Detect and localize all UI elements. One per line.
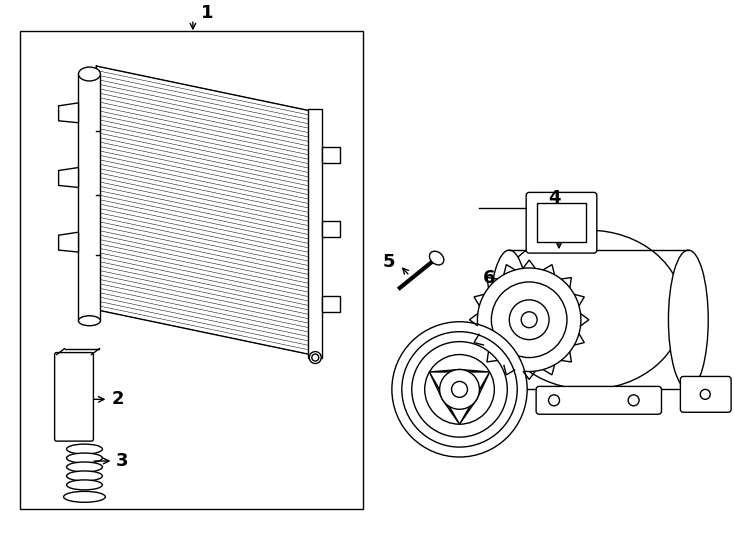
Polygon shape bbox=[322, 147, 340, 163]
Polygon shape bbox=[322, 221, 340, 237]
Polygon shape bbox=[429, 369, 490, 372]
Ellipse shape bbox=[425, 355, 494, 424]
Text: 4: 4 bbox=[548, 190, 560, 207]
FancyBboxPatch shape bbox=[526, 192, 597, 253]
Ellipse shape bbox=[64, 491, 106, 502]
FancyBboxPatch shape bbox=[54, 353, 93, 441]
Text: 1: 1 bbox=[201, 4, 214, 22]
Ellipse shape bbox=[521, 312, 537, 328]
FancyBboxPatch shape bbox=[536, 387, 661, 414]
Bar bbox=[308, 109, 322, 357]
Ellipse shape bbox=[392, 322, 527, 457]
Ellipse shape bbox=[67, 480, 102, 490]
Polygon shape bbox=[59, 103, 79, 123]
Ellipse shape bbox=[67, 453, 102, 463]
Ellipse shape bbox=[67, 444, 102, 454]
Ellipse shape bbox=[401, 332, 517, 447]
Ellipse shape bbox=[312, 354, 319, 361]
Ellipse shape bbox=[491, 282, 567, 357]
Ellipse shape bbox=[440, 369, 479, 409]
Ellipse shape bbox=[79, 316, 101, 326]
Polygon shape bbox=[459, 372, 490, 424]
Bar bbox=[537, 204, 586, 242]
Text: 5: 5 bbox=[382, 253, 395, 271]
Ellipse shape bbox=[429, 251, 444, 265]
Bar bbox=[79, 74, 101, 321]
Polygon shape bbox=[322, 296, 340, 312]
Ellipse shape bbox=[494, 230, 683, 389]
Ellipse shape bbox=[477, 268, 581, 372]
Ellipse shape bbox=[67, 462, 102, 472]
Text: 6: 6 bbox=[483, 269, 495, 287]
Ellipse shape bbox=[451, 381, 468, 397]
Text: 2: 2 bbox=[112, 390, 124, 408]
Ellipse shape bbox=[548, 395, 559, 406]
Polygon shape bbox=[59, 167, 79, 187]
Ellipse shape bbox=[628, 395, 639, 406]
Ellipse shape bbox=[490, 250, 529, 389]
Ellipse shape bbox=[509, 300, 549, 340]
Ellipse shape bbox=[669, 250, 708, 389]
Ellipse shape bbox=[309, 352, 321, 363]
Ellipse shape bbox=[700, 389, 711, 400]
FancyBboxPatch shape bbox=[680, 376, 731, 412]
Polygon shape bbox=[429, 372, 459, 424]
Ellipse shape bbox=[412, 342, 507, 437]
Ellipse shape bbox=[79, 67, 101, 81]
Ellipse shape bbox=[67, 471, 102, 481]
Bar bbox=[20, 31, 363, 509]
Text: 3: 3 bbox=[116, 452, 128, 470]
Polygon shape bbox=[59, 232, 79, 252]
